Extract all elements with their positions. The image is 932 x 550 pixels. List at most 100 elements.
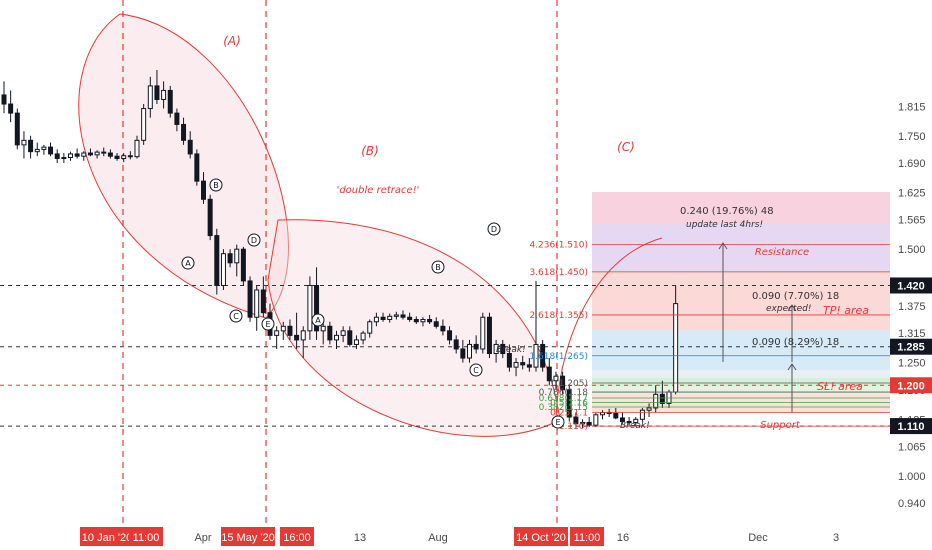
candle-body-92: [613, 412, 619, 419]
candle-body-54: [360, 332, 366, 341]
wave-c-curve: [555, 237, 663, 419]
candle-body-73: [486, 316, 492, 355]
fib-zone-green1: [592, 378, 890, 386]
candle-body-96: [639, 409, 645, 420]
time-badge-bg-7: [514, 527, 568, 546]
time-badge-bg-8: [570, 527, 604, 546]
candle-body-87: [580, 421, 586, 425]
zones-layer: [78, 13, 890, 437]
time-badge-bg-4: [280, 527, 314, 546]
time-tick-6: Aug: [428, 532, 448, 544]
price-badge-bg-3: [890, 418, 932, 435]
fib-label-10: (1.110): [555, 422, 588, 432]
candle-body-67: [447, 330, 453, 341]
candle-body-24: [161, 89, 167, 100]
candle-body-3: [21, 139, 27, 146]
candle-body-10: [68, 153, 73, 159]
candle-body-69: [460, 348, 466, 359]
wave-circle-labels: A B C D E A B C D E: [181, 178, 565, 429]
price-axis: 1.815 1.750 1.690 1.625 1.565 1.500 1.375 1.315…: [890, 101, 932, 510]
candle-body-42: [280, 325, 286, 332]
time-tick-9: 16: [617, 532, 629, 544]
fib-label-5: 0.786(1.18: [539, 388, 589, 398]
candle-body-28: [187, 139, 193, 155]
fib-label-9: 0.25(1.1: [550, 408, 588, 418]
candle-body-26: [174, 112, 180, 125]
candle-body-51: [340, 330, 346, 336]
candle-body-95: [633, 418, 639, 423]
candle-body-45: [300, 330, 306, 341]
circle-label-text-3: D: [251, 236, 257, 245]
candle-body-48: [320, 325, 326, 332]
circle-label-ring-9: [551, 415, 565, 429]
circle-label-ring-2: [229, 309, 243, 323]
candle-body-56: [373, 316, 379, 323]
candle-body-64: [427, 318, 433, 323]
candle-body-35: [234, 248, 240, 264]
candle-body-61: [407, 316, 413, 320]
sl-area-label: SL! area: [817, 380, 863, 393]
wave-a-label: (A): [223, 34, 241, 48]
candle-body-93: [619, 417, 625, 423]
candle-body-32: [214, 235, 220, 286]
candle-body-44: [294, 334, 300, 341]
candle-body-11: [74, 153, 80, 157]
candle-body-31: [207, 198, 213, 237]
time-badge-bg-0: [80, 527, 134, 546]
fib-zone-green2: [592, 386, 890, 394]
circle-label-ring-0: [181, 256, 195, 270]
circle-label-text-7: C: [473, 366, 479, 375]
candle-body-9: [61, 157, 67, 160]
circle-label-ring-3: [247, 233, 261, 247]
candle-body-4: [28, 139, 34, 153]
candle-body-82: [546, 366, 552, 382]
candle-body-83: [553, 375, 559, 382]
fib-label-8: 0.382(1.15: [539, 403, 588, 413]
wave-c-label: (C): [617, 140, 635, 154]
measure-1-sub: update last 4hrs!: [686, 220, 763, 230]
circle-label-text-8: D: [491, 225, 497, 234]
price-badge-bg-0: [890, 277, 932, 294]
candle-body-20: [134, 139, 140, 158]
price-tick-0: 1.815: [898, 101, 926, 113]
measure-3-text: 0.090 (8.29%) 18: [752, 337, 839, 348]
candle-body-0: [1, 94, 7, 105]
candle-body-72: [480, 316, 486, 350]
fib-label-7: 0.5(1.16: [550, 399, 588, 409]
candles-layer: [1, 70, 679, 429]
measure-2-text: 0.090 (7.70%) 18: [752, 291, 839, 302]
candle-body-47: [314, 284, 320, 332]
time-badge-8: 11:00: [574, 532, 601, 544]
fib-label-6: 0.618(1.17: [539, 394, 588, 404]
candle-body-76: [506, 353, 512, 368]
time-badge-7: 14 Oct '20: [516, 532, 566, 544]
fib-label-4: 1(1.205): [549, 379, 588, 389]
measure-2-sub: expected!: [766, 304, 811, 314]
fib-zone-sl-red: [592, 394, 890, 412]
candle-body-60: [400, 314, 406, 318]
price-tick-1: 1.750: [898, 131, 926, 143]
price-tick-8: 1.250: [898, 358, 926, 370]
circle-label-text-0: A: [185, 259, 191, 268]
support-label: Support: [760, 420, 801, 431]
candle-body-89: [593, 414, 599, 426]
price-tick-11: 1.065: [898, 442, 926, 454]
candle-body-46: [307, 284, 313, 332]
candle-body-5: [34, 148, 40, 153]
candle-body-50: [334, 334, 339, 341]
fib-layer: 4.236(1.510) 3.618(1.450) 2.618(1.355) 1.61…: [529, 241, 890, 432]
time-badge-3: 15 May '20: [221, 532, 274, 544]
candle-body-75: [500, 343, 506, 355]
candle-body-58: [387, 315, 393, 320]
time-badge-bg-1: [129, 527, 163, 546]
candle-body-55: [367, 321, 373, 334]
fib-zone-tp-blue: [592, 330, 890, 370]
candle-body-36: [240, 248, 246, 282]
candle-body-71: [473, 343, 479, 350]
candle-body-59: [393, 314, 399, 317]
fib-zone-tp-red: [592, 272, 890, 330]
time-tick-5: 13: [354, 532, 366, 544]
candle-body-84: [560, 375, 566, 391]
candle-body-86: [573, 416, 579, 425]
